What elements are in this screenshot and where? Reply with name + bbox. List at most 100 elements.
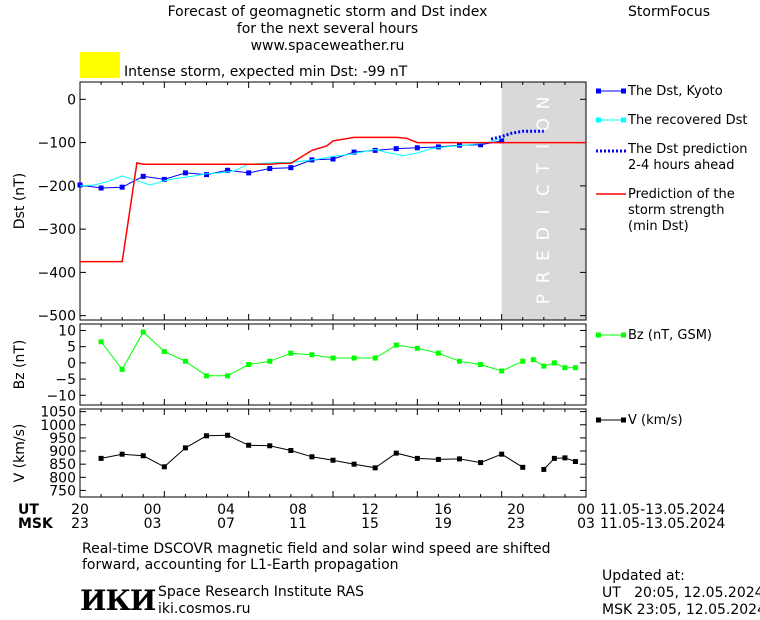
solar-wind-speed-point — [351, 461, 357, 467]
v-legend-marker — [621, 417, 626, 423]
legend-dst-recovered: The recovered Dst — [627, 113, 747, 128]
institute-url[interactable]: iki.cosmos.ru — [158, 601, 251, 617]
y-tick-label: −200 — [38, 179, 76, 195]
dst-kyoto-point — [351, 149, 357, 155]
solar-wind-speed-point — [267, 443, 273, 449]
propagation-note-line2: forward, accounting for L1-Earth propaga… — [82, 557, 399, 573]
prediction-letter: I — [534, 144, 554, 149]
solar-wind-speed-point — [478, 460, 484, 466]
y-tick-label: 850 — [49, 457, 76, 473]
solar-wind-speed-point — [246, 442, 252, 448]
ut-tick-label: 04 — [217, 502, 235, 518]
y-tick-label: −300 — [38, 222, 76, 238]
panel-frame — [79, 323, 587, 406]
dst-kyoto-point — [77, 182, 83, 188]
bz-point — [182, 358, 188, 364]
ut-tick-label: 12 — [361, 502, 379, 518]
solar-wind-speed-line — [101, 434, 524, 469]
dst-kyoto-point — [140, 173, 146, 179]
dst-kyoto-point — [393, 146, 399, 152]
y-tick-label: 5 — [67, 340, 76, 356]
bz-point — [161, 349, 167, 355]
dst-kyoto-legend-marker — [596, 88, 601, 94]
dst-kyoto-point — [161, 176, 167, 182]
y-tick-label: 0 — [67, 92, 76, 108]
bz-point — [541, 363, 547, 369]
brand-name: StormFocus — [628, 4, 711, 20]
solar-wind-speed-point — [372, 465, 378, 471]
y-tick-label: −100 — [38, 136, 76, 152]
prediction-letter: D — [534, 227, 554, 240]
msk-tick-label: 03 — [143, 516, 162, 532]
legend-storm-strength-l2: storm strength — [628, 203, 725, 218]
bz-legend-marker — [596, 332, 601, 338]
solar-wind-speed-point — [182, 445, 188, 451]
ut-tick-label: 16 — [434, 502, 452, 518]
legend-dst-prediction-l1: The Dst prediction — [627, 142, 748, 157]
dst-kyoto-point — [499, 138, 505, 144]
prediction-letter: R — [534, 271, 554, 283]
dst-kyoto-point — [330, 156, 336, 162]
solar-wind-speed-point — [435, 456, 441, 462]
msk-tick-label: 23 — [507, 516, 525, 532]
msk-tick-label: 11 — [289, 516, 307, 532]
bz-point — [393, 342, 399, 348]
ut-axis-label: UT — [18, 502, 39, 518]
prediction-letter: O — [534, 118, 554, 131]
bz-point — [372, 355, 378, 361]
bz-point — [267, 358, 273, 364]
dst-kyoto-point — [182, 170, 188, 176]
y-tick-label: 10 — [58, 323, 76, 339]
dst-kyoto-point — [435, 144, 441, 150]
dst-kyoto-point — [478, 142, 484, 148]
bz-point — [98, 339, 104, 345]
solar-wind-speed-point — [330, 457, 336, 463]
prediction-letter: N — [534, 97, 554, 110]
legend-dst-kyoto: The Dst, Kyoto — [627, 84, 723, 99]
dst-kyoto-point — [225, 167, 231, 173]
bz-point — [572, 365, 578, 371]
y-tick-label: 1000 — [40, 418, 76, 434]
y-tick-label: 800 — [49, 470, 76, 486]
ut-tick-label: 00 — [143, 502, 162, 518]
msk-date-range: 11.05-13.05.2024 — [600, 516, 726, 532]
prediction-letter: T — [534, 162, 554, 174]
y-tick-label: −400 — [38, 265, 76, 281]
solar-wind-speed-point — [98, 455, 104, 461]
bz-point — [562, 365, 568, 371]
solar-wind-speed-point — [288, 448, 294, 454]
solar-wind-speed-point — [541, 466, 547, 472]
bz-point — [351, 355, 357, 361]
ut-tick-label: 20 — [71, 502, 89, 518]
updated-ut: UT 20:05, 12.05.2024 — [602, 585, 760, 601]
solar-wind-speed-point — [309, 454, 315, 460]
dst-kyoto-point — [119, 184, 125, 190]
solar-wind-speed-point — [572, 459, 578, 465]
solar-wind-speed-point — [499, 451, 505, 457]
bz-point — [478, 362, 484, 367]
updated-msk: MSK 23:05, 12.05.2024 — [602, 602, 760, 618]
dst-kyoto-point — [288, 165, 294, 171]
msk-tick-label: 03 — [577, 516, 595, 532]
prediction-letter: P — [534, 294, 554, 304]
y-tick-label: 750 — [49, 483, 76, 499]
bz-point — [204, 373, 209, 379]
solar-wind-speed-point — [204, 433, 209, 439]
solar-wind-speed-point — [119, 451, 125, 457]
y-tick-label: 1050 — [40, 405, 76, 421]
y-tick-label: −500 — [38, 309, 76, 325]
storm-level-swatch — [80, 52, 120, 78]
dst-kyoto-legend-marker — [621, 88, 626, 94]
dst-prediction-line — [490, 129, 544, 141]
bz-point — [140, 329, 146, 335]
ut-date-range: 11.05-13.05.2024 — [600, 502, 726, 518]
solar-wind-speed-line — [543, 457, 576, 470]
msk-tick-label: 15 — [361, 516, 379, 532]
site-url[interactable]: www.spaceweather.ru — [250, 38, 405, 54]
storm-strength-line — [80, 136, 586, 263]
institute-name: Space Research Institute RAS — [158, 584, 364, 600]
chart-title-line2: for the next several hours — [236, 21, 419, 37]
bz-point — [457, 358, 462, 364]
dst-recovered-legend-marker — [596, 117, 601, 123]
legend-v: V (km/s) — [628, 413, 683, 428]
